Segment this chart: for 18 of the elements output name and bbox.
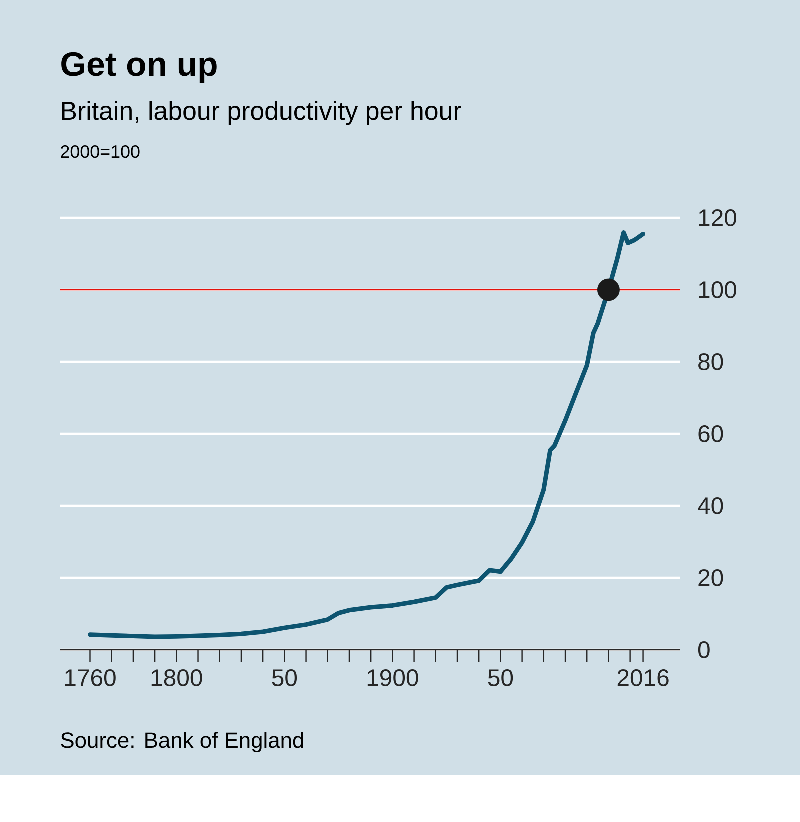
x-tick-label: 1800 xyxy=(152,670,202,686)
y-tick-label: 120 xyxy=(699,210,736,226)
y-tick-label: 80 xyxy=(698,354,724,370)
chart-subtitle: Britain, labour productivity per hour xyxy=(62,101,462,126)
line-series xyxy=(88,230,646,640)
y-axis-title: 2000=100 xyxy=(61,145,140,158)
x-tick-label: 50 xyxy=(488,670,514,686)
source-note: Source: Bank of England xyxy=(61,732,304,753)
chart-title: Get on up xyxy=(62,52,217,84)
y-tick-label: 40 xyxy=(698,498,724,514)
y-tick-label: 0 xyxy=(698,642,710,658)
x-tick-label: 1900 xyxy=(368,670,418,686)
x-tick-label: 50 xyxy=(272,670,298,686)
x-tick-label: 2016 xyxy=(618,670,669,686)
x-tick-label: 1760 xyxy=(65,670,116,686)
y-tick-label: 60 xyxy=(698,426,724,442)
y-tick-label: 20 xyxy=(698,570,724,586)
y-tick-label: 100 xyxy=(699,282,736,298)
